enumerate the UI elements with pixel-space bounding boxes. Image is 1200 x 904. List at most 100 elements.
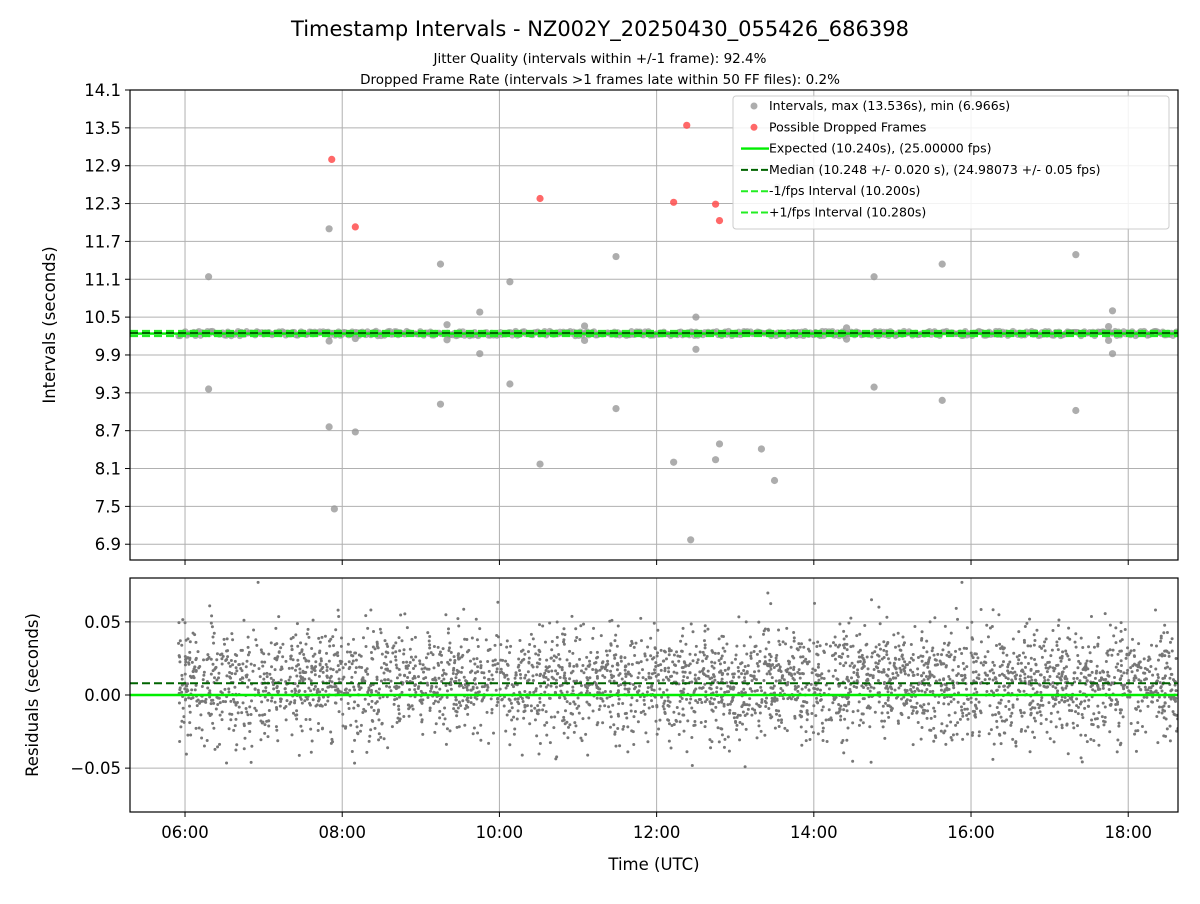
residual-point bbox=[1002, 684, 1006, 688]
legend-box bbox=[732, 95, 1170, 230]
residual-point bbox=[842, 751, 846, 755]
residual-point bbox=[295, 717, 299, 721]
residual-point bbox=[740, 722, 744, 726]
residual-point bbox=[1138, 709, 1142, 713]
residual-point bbox=[768, 713, 772, 717]
residual-point bbox=[650, 688, 654, 692]
residual-point bbox=[375, 677, 379, 681]
residual-point bbox=[692, 709, 696, 713]
residual-point bbox=[484, 638, 488, 642]
residual-point bbox=[1125, 671, 1129, 675]
residual-point bbox=[686, 676, 690, 680]
residual-point bbox=[568, 664, 572, 668]
residual-point bbox=[680, 634, 684, 638]
residual-point bbox=[267, 709, 271, 713]
residual-point bbox=[776, 718, 780, 722]
residual-point bbox=[254, 638, 258, 642]
residual-point bbox=[886, 704, 890, 708]
residual-point bbox=[952, 697, 956, 701]
residual-point bbox=[1170, 695, 1174, 699]
residual-point bbox=[944, 742, 948, 746]
residual-point bbox=[308, 717, 312, 721]
residual-point bbox=[340, 636, 344, 640]
residual-point bbox=[1023, 625, 1027, 629]
residual-point bbox=[405, 679, 409, 683]
residual-point bbox=[822, 649, 826, 653]
residual-point bbox=[1030, 678, 1034, 682]
residual-point bbox=[731, 696, 735, 700]
residual-point bbox=[865, 655, 869, 659]
residual-point bbox=[220, 710, 224, 714]
residual-point bbox=[726, 672, 730, 676]
interval-outlier-point bbox=[325, 337, 333, 345]
residual-point bbox=[1085, 679, 1089, 683]
residual-point bbox=[892, 633, 896, 637]
residual-point bbox=[321, 726, 325, 730]
residual-point bbox=[595, 723, 599, 727]
residual-point bbox=[548, 696, 552, 700]
residual-point bbox=[211, 635, 215, 639]
residual-point bbox=[306, 627, 310, 631]
residual-point bbox=[812, 704, 816, 708]
residual-point bbox=[925, 650, 929, 654]
residual-point bbox=[610, 618, 614, 622]
residual-point bbox=[961, 678, 965, 682]
residual-point bbox=[947, 713, 951, 717]
residual-point bbox=[369, 688, 373, 692]
residual-point bbox=[395, 721, 399, 725]
residual-point bbox=[1168, 739, 1172, 743]
residual-point bbox=[1146, 688, 1150, 692]
residual-point bbox=[194, 658, 198, 662]
residual-point bbox=[413, 688, 417, 692]
residual-point bbox=[1136, 665, 1140, 669]
residual-point bbox=[969, 696, 973, 700]
residual-point bbox=[491, 659, 495, 663]
residual-point bbox=[359, 723, 363, 727]
residual-point bbox=[178, 686, 182, 690]
residual-point bbox=[587, 716, 591, 720]
residual-point bbox=[1103, 705, 1107, 709]
interval-outlier-point bbox=[476, 308, 484, 316]
residual-point bbox=[807, 660, 811, 664]
residual-point bbox=[1135, 668, 1139, 672]
residual-point bbox=[696, 700, 700, 704]
residual-point bbox=[531, 637, 535, 641]
residual-point bbox=[677, 682, 681, 686]
residual-point bbox=[523, 705, 527, 709]
residual-point bbox=[956, 691, 960, 695]
residual-point bbox=[662, 691, 666, 695]
residual-point bbox=[1079, 636, 1083, 640]
residual-point bbox=[334, 652, 338, 656]
residual-point bbox=[227, 690, 231, 694]
residual-point bbox=[943, 696, 947, 700]
residual-point bbox=[537, 708, 541, 712]
residual-point bbox=[800, 743, 804, 747]
residual-point bbox=[1106, 649, 1110, 653]
residual-point bbox=[930, 649, 934, 653]
residual-point bbox=[873, 650, 877, 654]
residual-point bbox=[977, 730, 981, 734]
residual-point bbox=[375, 642, 379, 646]
residual-point bbox=[1167, 651, 1171, 655]
residual-point bbox=[534, 652, 538, 656]
residual-point bbox=[546, 678, 550, 682]
residual-point bbox=[933, 663, 937, 667]
residual-point bbox=[596, 691, 600, 695]
residual-point bbox=[1114, 665, 1118, 669]
residual-point bbox=[422, 670, 426, 674]
residual-point bbox=[367, 702, 371, 706]
residual-point bbox=[448, 729, 452, 733]
residual-point bbox=[502, 704, 506, 708]
residual-point bbox=[438, 716, 442, 720]
residual-point bbox=[678, 699, 682, 703]
residual-point bbox=[1087, 704, 1091, 708]
residual-point bbox=[276, 691, 280, 695]
residual-point bbox=[831, 674, 835, 678]
residual-point bbox=[710, 708, 714, 712]
x-tick-label: 12:00 bbox=[633, 823, 681, 842]
residual-point bbox=[587, 702, 591, 706]
residual-point bbox=[616, 712, 620, 716]
residual-point bbox=[1163, 695, 1167, 699]
residual-point bbox=[1133, 732, 1137, 736]
residual-point bbox=[1022, 689, 1026, 693]
